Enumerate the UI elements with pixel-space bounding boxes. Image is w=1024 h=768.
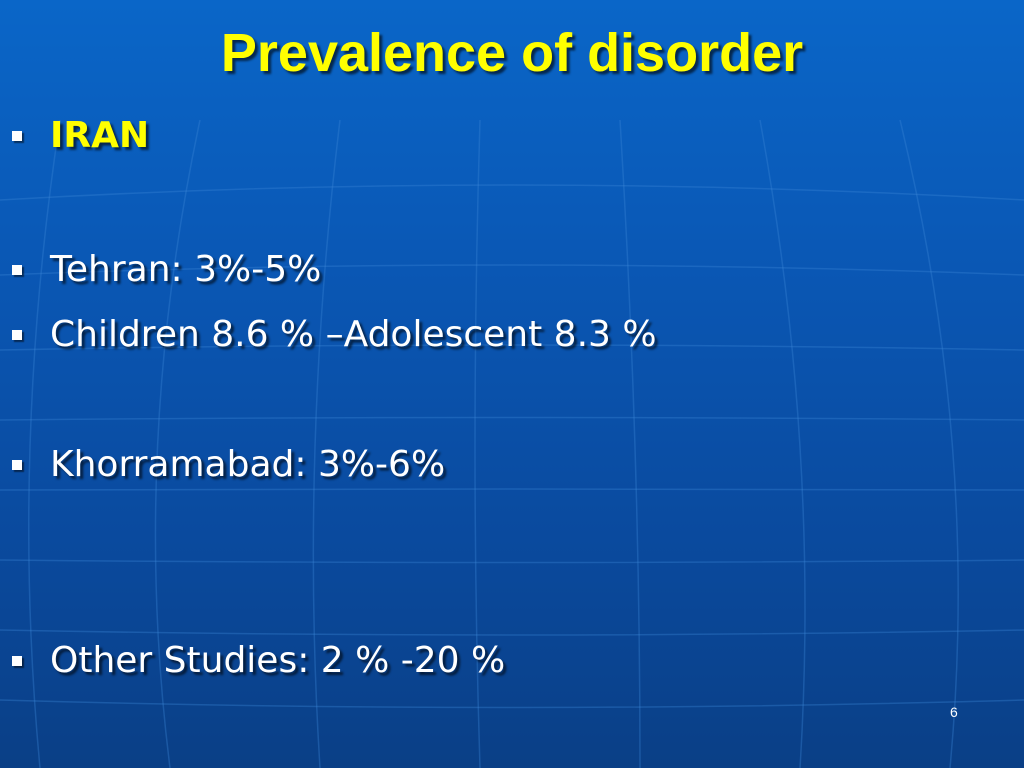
bullet-text: IRAN (50, 115, 150, 156)
bullet-item: Children 8.6 % –Adolescent 8.3 % (0, 311, 1000, 361)
bullet-text: Tehran: 3%-5% (50, 249, 322, 290)
page-number: 6 (950, 704, 958, 720)
square-bullet-icon (12, 460, 22, 470)
bullet-text: Other Studies: 2 % -20 % (50, 640, 506, 681)
bullet-item: Khorramabad: 3%-6% (0, 441, 1000, 491)
bullet-text: Khorramabad: 3%-6% (50, 444, 446, 485)
square-bullet-icon (12, 656, 22, 666)
slide-title: Prevalence of disorder (220, 23, 804, 83)
square-bullet-icon (12, 265, 22, 275)
square-bullet-icon (12, 131, 22, 141)
bullet-item: Tehran: 3%-5% (0, 246, 1000, 296)
bullet-text: Children 8.6 % –Adolescent 8.3 % (50, 314, 657, 355)
bullet-item: IRAN (0, 112, 1000, 162)
square-bullet-icon (12, 330, 22, 340)
bullet-item: Other Studies: 2 % -20 % (0, 637, 1000, 687)
